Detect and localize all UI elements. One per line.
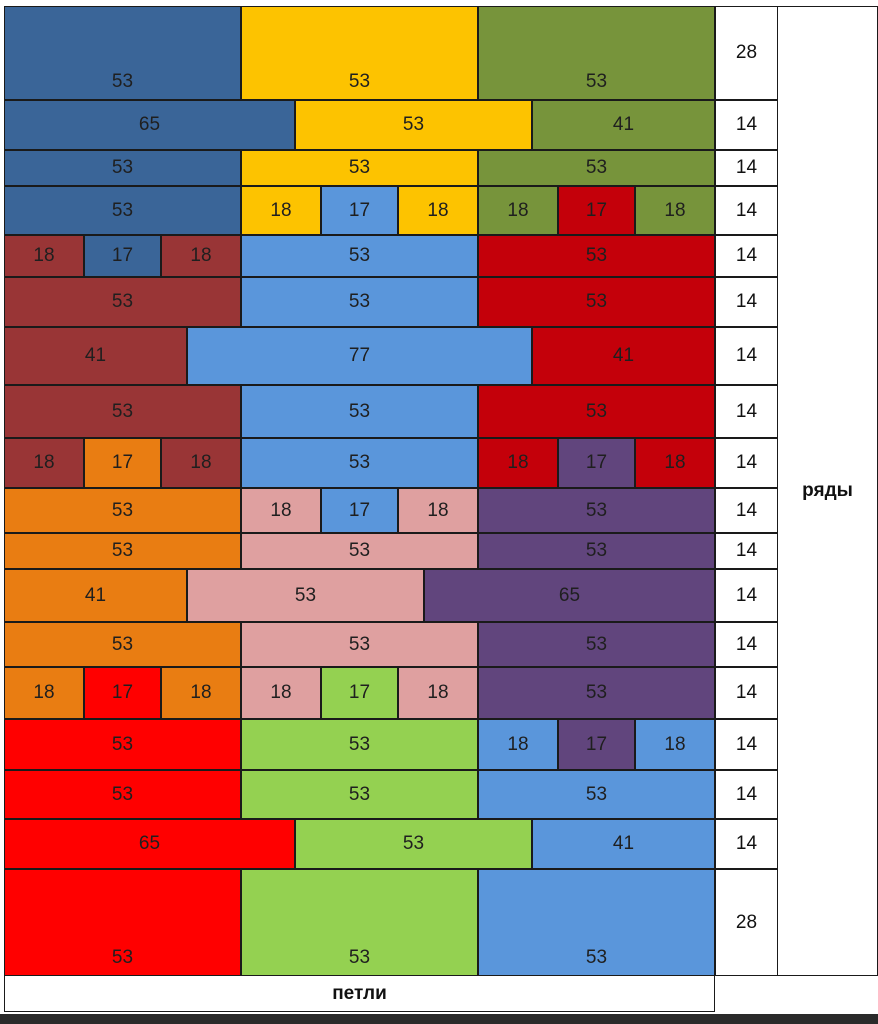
color-block: 53 (4, 622, 241, 667)
color-block: 18 (398, 488, 478, 533)
color-block: 17 (321, 667, 398, 719)
row-count: 14 (715, 385, 778, 438)
color-block: 18 (478, 438, 558, 488)
color-block: 53 (478, 488, 715, 533)
color-block: 41 (532, 819, 715, 869)
row-count: 14 (715, 235, 778, 277)
row-count: 14 (715, 327, 778, 385)
color-block: 18 (241, 186, 321, 235)
color-block: 53 (241, 869, 478, 976)
row-count: 14 (715, 819, 778, 869)
color-block: 17 (84, 438, 161, 488)
color-block: 18 (635, 438, 715, 488)
color-block: 17 (84, 667, 161, 719)
color-block: 53 (187, 569, 424, 622)
color-block: 18 (478, 719, 558, 770)
color-block: 53 (4, 186, 241, 235)
color-block: 41 (4, 327, 187, 385)
color-block: 53 (4, 277, 241, 327)
color-block: 53 (295, 819, 532, 869)
color-block: 53 (241, 277, 478, 327)
color-block: 18 (161, 235, 241, 277)
color-block: 53 (4, 6, 241, 100)
color-block: 17 (558, 719, 635, 770)
color-block: 18 (398, 667, 478, 719)
color-block: 53 (4, 869, 241, 976)
color-block: 65 (424, 569, 715, 622)
color-block: 17 (321, 186, 398, 235)
color-block: 18 (241, 667, 321, 719)
color-block: 65 (4, 100, 295, 150)
color-block: 53 (478, 150, 715, 186)
row-count: 14 (715, 533, 778, 569)
row-count: 14 (715, 186, 778, 235)
color-block: 53 (241, 622, 478, 667)
color-block: 53 (241, 6, 478, 100)
row-count: 14 (715, 667, 778, 719)
color-block: 53 (241, 235, 478, 277)
row-count: 14 (715, 569, 778, 622)
color-block: 53 (478, 667, 715, 719)
color-block: 53 (478, 869, 715, 976)
color-block: 77 (187, 327, 532, 385)
color-block: 53 (241, 770, 478, 819)
color-block: 41 (532, 327, 715, 385)
color-block: 53 (241, 385, 478, 438)
color-block: 18 (478, 186, 558, 235)
color-block: 18 (635, 719, 715, 770)
row-count: 14 (715, 770, 778, 819)
color-block: 17 (321, 488, 398, 533)
color-block: 18 (4, 235, 84, 277)
color-block: 18 (635, 186, 715, 235)
color-block: 53 (241, 438, 478, 488)
color-block: 18 (398, 186, 478, 235)
color-block: 53 (478, 533, 715, 569)
color-block: 53 (4, 533, 241, 569)
stitches-axis-label: петли (4, 976, 715, 1012)
color-block: 53 (478, 235, 715, 277)
color-block: 18 (4, 667, 84, 719)
color-block: 53 (4, 385, 241, 438)
color-block: 41 (4, 569, 187, 622)
bottom-edge-bar (0, 1014, 878, 1024)
row-count: 14 (715, 488, 778, 533)
color-block: 53 (241, 150, 478, 186)
color-block: 17 (558, 438, 635, 488)
color-block: 65 (4, 819, 295, 869)
color-block: 17 (84, 235, 161, 277)
color-block: 53 (478, 277, 715, 327)
color-block: 53 (478, 622, 715, 667)
rows-axis-label: ряды (778, 6, 878, 976)
row-count: 14 (715, 277, 778, 327)
row-count: 14 (715, 622, 778, 667)
color-block: 53 (478, 385, 715, 438)
row-count: 28 (715, 869, 778, 976)
row-count: 28 (715, 6, 778, 100)
color-block: 18 (161, 438, 241, 488)
color-block: 53 (241, 533, 478, 569)
color-block: 53 (295, 100, 532, 150)
color-block: 53 (4, 770, 241, 819)
color-block: 18 (241, 488, 321, 533)
color-block: 18 (4, 438, 84, 488)
color-block: 53 (4, 719, 241, 770)
row-count: 14 (715, 719, 778, 770)
color-block: 53 (478, 770, 715, 819)
row-count: 14 (715, 150, 778, 186)
color-block: 53 (4, 150, 241, 186)
color-block: 41 (532, 100, 715, 150)
color-block: 53 (241, 719, 478, 770)
color-block: 18 (161, 667, 241, 719)
row-count: 14 (715, 438, 778, 488)
color-block: 17 (558, 186, 635, 235)
color-block: 53 (478, 6, 715, 100)
color-block: 53 (4, 488, 241, 533)
row-count: 14 (715, 100, 778, 150)
